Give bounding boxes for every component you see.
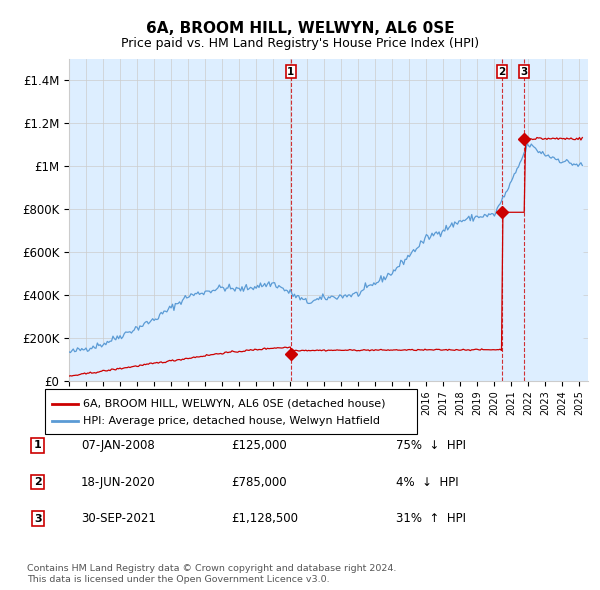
Text: 2: 2: [34, 477, 41, 487]
Text: 07-JAN-2008: 07-JAN-2008: [81, 439, 155, 452]
Text: 75%  ↓  HPI: 75% ↓ HPI: [396, 439, 466, 452]
Text: Contains HM Land Registry data © Crown copyright and database right 2024.: Contains HM Land Registry data © Crown c…: [27, 565, 397, 573]
Text: 3: 3: [34, 514, 41, 523]
Text: 4%  ↓  HPI: 4% ↓ HPI: [396, 476, 458, 489]
Text: £125,000: £125,000: [231, 439, 287, 452]
Text: This data is licensed under the Open Government Licence v3.0.: This data is licensed under the Open Gov…: [27, 575, 329, 584]
Text: £785,000: £785,000: [231, 476, 287, 489]
Text: 6A, BROOM HILL, WELWYN, AL6 0SE (detached house): 6A, BROOM HILL, WELWYN, AL6 0SE (detache…: [83, 399, 385, 408]
Text: HPI: Average price, detached house, Welwyn Hatfield: HPI: Average price, detached house, Welw…: [83, 417, 380, 426]
Text: 6A, BROOM HILL, WELWYN, AL6 0SE: 6A, BROOM HILL, WELWYN, AL6 0SE: [146, 21, 454, 35]
Text: Price paid vs. HM Land Registry's House Price Index (HPI): Price paid vs. HM Land Registry's House …: [121, 37, 479, 50]
Text: 2: 2: [499, 67, 506, 77]
Text: 1: 1: [287, 67, 295, 77]
Text: £1,128,500: £1,128,500: [231, 512, 298, 525]
Text: 1: 1: [34, 441, 41, 450]
Text: 3: 3: [521, 67, 528, 77]
Text: 18-JUN-2020: 18-JUN-2020: [81, 476, 155, 489]
Text: 30-SEP-2021: 30-SEP-2021: [81, 512, 156, 525]
Text: 31%  ↑  HPI: 31% ↑ HPI: [396, 512, 466, 525]
